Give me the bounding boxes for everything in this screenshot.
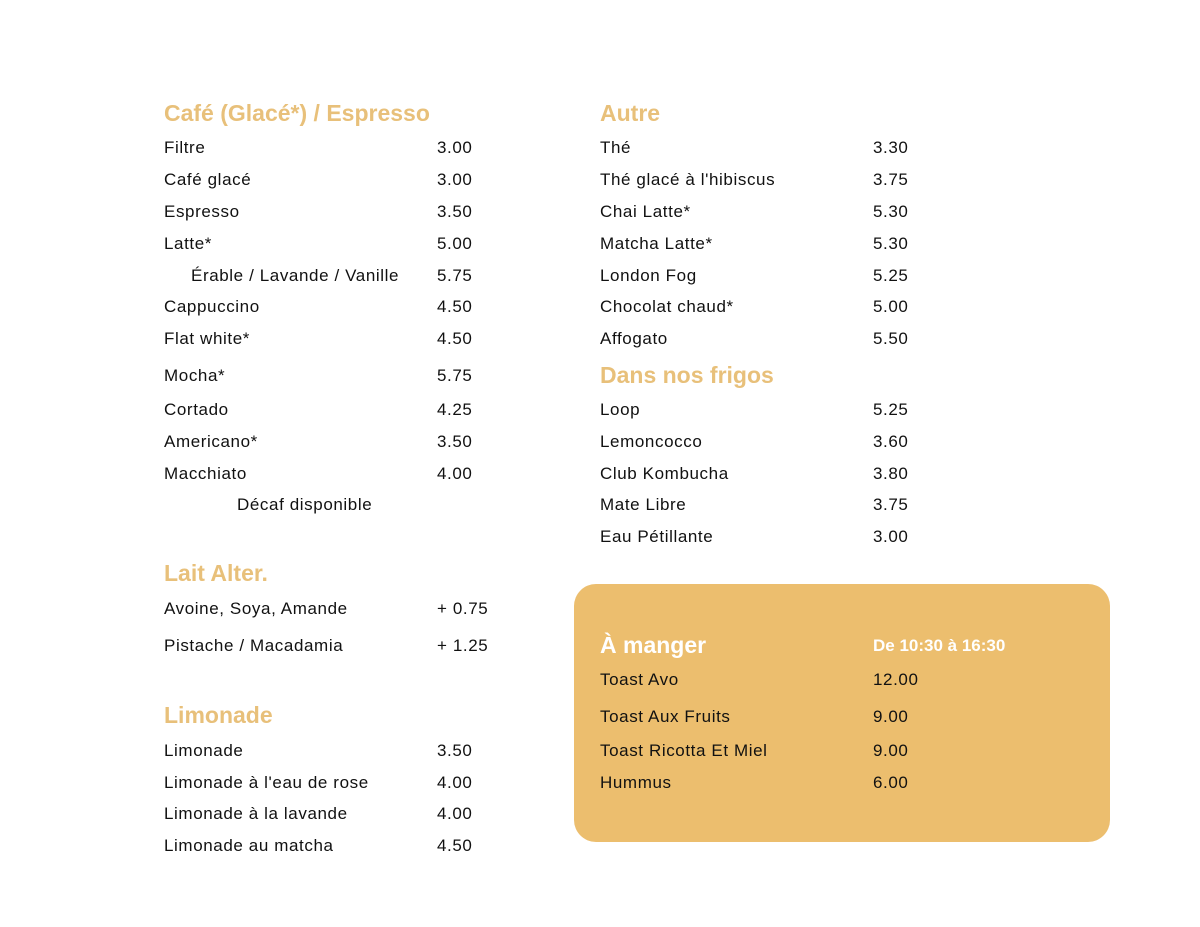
section-heading: Autre [600,100,661,126]
menu-item-name: Café glacé [164,170,252,189]
menu-item-name: Espresso [164,202,240,221]
menu-item-name: Thé glacé à l'hibiscus [600,170,776,189]
menu-item-price: 9.00 [873,741,909,760]
menu-item-price: 5.75 [437,366,473,385]
menu-item-name: Chai Latte* [600,202,691,221]
menu-item-name: Thé [600,138,632,157]
menu-item-price: 4.00 [437,464,473,483]
menu-item-price: 4.25 [437,400,473,419]
menu-item-price: 6.00 [873,773,909,792]
section-heading: Lait Alter. [164,560,268,586]
menu-item-name: Affogato [600,329,668,348]
menu-item-name: Latte* [164,234,213,253]
menu-item-price: 4.50 [437,329,473,348]
menu-item-price: 5.00 [437,234,473,253]
menu-item-price: 3.75 [873,170,909,189]
section-heading: Café (Glacé*) / Espresso [164,100,430,126]
menu-item-price: 4.50 [437,297,473,316]
menu-item-price: 4.00 [437,773,473,792]
menu-item-name: Matcha Latte* [600,234,713,253]
food-section-box [574,584,1110,842]
menu-item-name: Filtre [164,138,206,157]
menu-item-price: 3.30 [873,138,909,157]
menu-item-price: 5.25 [873,266,909,285]
menu-item-name: Avoine, Soya, Amande [164,599,348,618]
menu-item-name: Flat white* [164,329,250,348]
menu-item-price: 3.00 [873,527,909,546]
section-heading: À manger [600,632,707,658]
menu-item-name: Mate Libre [600,495,687,514]
menu-item-name: Chocolat chaud* [600,297,734,316]
menu-item-price: 5.30 [873,202,909,221]
food-hours: De 10:30 à 16:30 [873,636,1006,655]
menu-item-name: London Fog [600,266,697,285]
menu-item-name: Hummus [600,773,672,792]
menu-item-name: Érable / Lavande / Vanille [191,266,400,285]
menu-item-price: 5.00 [873,297,909,316]
menu-item-name: Macchiato [164,464,247,483]
menu-item-name: Toast Aux Fruits [600,707,731,726]
menu-item-name: Limonade [164,741,244,760]
menu-item-name: Lemoncocco [600,432,703,451]
menu-item-price: 3.50 [437,432,473,451]
menu-item-name: Toast Ricotta Et Miel [600,741,768,760]
menu-item-price: 3.60 [873,432,909,451]
menu-item-price: 12.00 [873,670,919,689]
menu-item-name: Toast Avo [600,670,679,689]
menu-item-name: Limonade à la lavande [164,804,348,823]
menu-item-price: 3.75 [873,495,909,514]
menu-item-name: Americano* [164,432,258,451]
menu-item-name: Eau Pétillante [600,527,714,546]
menu-item-price: 3.00 [437,170,473,189]
menu-item-price: 3.50 [437,202,473,221]
menu-item-name: Limonade au matcha [164,836,334,855]
menu-item-name: Cortado [164,400,229,419]
section-heading: Limonade [164,702,273,728]
menu-item-price: 5.75 [437,266,473,285]
section-heading: Dans nos frigos [600,362,774,388]
menu-item-price: 4.00 [437,804,473,823]
menu-item-price: 4.50 [437,836,473,855]
menu-item-name: Loop [600,400,641,419]
menu-item-price: 3.80 [873,464,909,483]
menu-item-price: 9.00 [873,707,909,726]
menu-item-price: + 1.25 [437,636,489,655]
menu-item-price: 5.25 [873,400,909,419]
menu-item-price: + 0.75 [437,599,489,618]
menu-item-name: Pistache / Macadamia [164,636,344,655]
menu-item-price: 5.30 [873,234,909,253]
menu-item-name: Cappuccino [164,297,260,316]
decaf-note: Décaf disponible [237,495,373,514]
menu-item-price: 3.50 [437,741,473,760]
menu-item-price: 5.50 [873,329,909,348]
menu-item-price: 3.00 [437,138,473,157]
menu-item-name: Mocha* [164,366,226,385]
menu-item-name: Club Kombucha [600,464,729,483]
menu-item-name: Limonade à l'eau de rose [164,773,369,792]
